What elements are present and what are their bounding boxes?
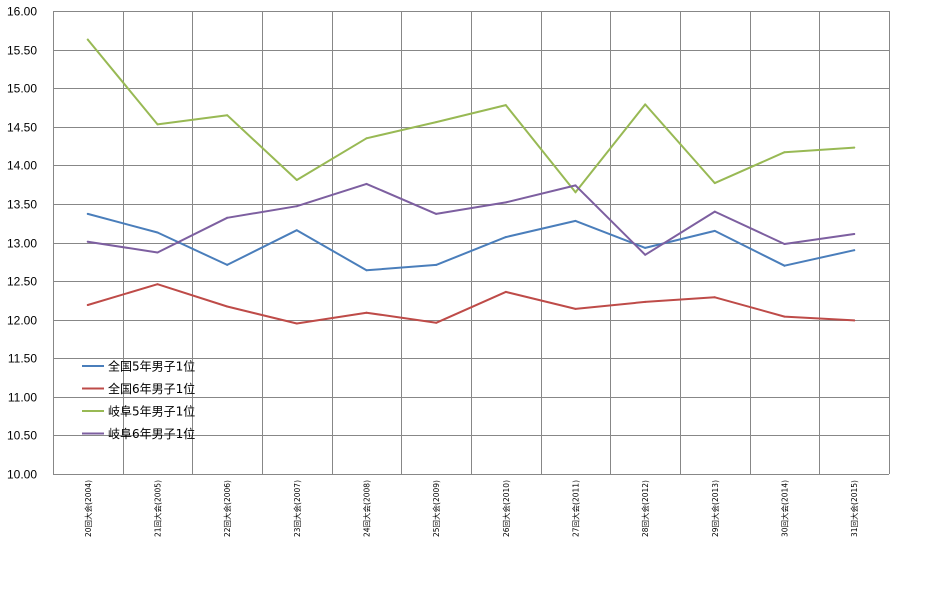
series-line-1 — [86, 212, 856, 272]
data-point — [504, 236, 507, 239]
legend-label: 全国6年男子1位 — [108, 381, 195, 396]
data-point — [713, 182, 716, 185]
series-line-2 — [86, 283, 856, 325]
data-point — [156, 283, 159, 286]
data-point — [365, 182, 368, 185]
data-point — [295, 322, 298, 325]
data-point — [156, 231, 159, 234]
data-point — [853, 233, 856, 235]
x-tick-label: 30回大会(2014) — [780, 480, 790, 537]
series-lines — [86, 38, 856, 325]
y-tick-label: 12.00 — [7, 314, 37, 328]
data-point — [295, 229, 298, 232]
x-tick-label: 24回大会(2008) — [362, 480, 372, 537]
y-tick-label: 11.00 — [8, 391, 37, 405]
data-point — [644, 103, 647, 106]
x-tick-label: 26回大会(2010) — [501, 480, 511, 537]
data-point — [226, 216, 229, 219]
y-axis-ticks: 10.00 10.50 11.00 11.50 12.00 12.50 13.00 13.50… — [7, 5, 37, 482]
y-tick-label: 12.50 — [7, 275, 37, 289]
data-point — [644, 253, 647, 256]
data-point — [365, 311, 368, 314]
grid — [53, 11, 890, 475]
data-point — [365, 137, 368, 140]
data-point — [504, 104, 507, 107]
y-tick-label: 16.00 — [7, 5, 37, 19]
data-point — [644, 300, 647, 303]
data-point — [226, 305, 229, 308]
data-point — [644, 246, 647, 249]
data-point — [853, 146, 856, 149]
data-point — [156, 251, 159, 254]
data-point — [86, 304, 89, 306]
y-tick-label: 13.50 — [7, 198, 37, 212]
data-point — [713, 229, 716, 232]
y-tick-label: 15.50 — [7, 44, 37, 58]
data-point — [86, 212, 89, 215]
data-point — [156, 123, 159, 126]
x-tick-label: 31回大会(2015) — [849, 480, 859, 537]
legend-label: 岐阜5年男子1位 — [108, 404, 195, 419]
data-point — [853, 319, 856, 322]
data-point — [86, 240, 89, 243]
data-point — [365, 269, 368, 272]
data-point — [295, 179, 298, 181]
data-point — [435, 212, 438, 215]
legend-label: 全国5年男子1位 — [108, 359, 195, 374]
series-line-4 — [86, 182, 856, 256]
series-line-3 — [86, 38, 856, 194]
x-tick-label: 21回大会(2005) — [153, 480, 163, 537]
x-tick-label: 25回大会(2009) — [431, 480, 441, 537]
data-point — [504, 290, 507, 293]
data-point — [295, 205, 298, 208]
x-tick-label: 20回大会(2004) — [83, 480, 93, 537]
data-point — [783, 264, 786, 267]
x-tick-label: 23回大会(2007) — [292, 480, 302, 537]
data-point — [783, 315, 786, 318]
data-point — [574, 219, 577, 222]
data-point — [713, 210, 716, 213]
data-point — [86, 38, 89, 41]
data-point — [226, 263, 229, 266]
x-tick-label: 29回大会(2013) — [710, 480, 720, 537]
legend-label: 岐阜6年男子1位 — [108, 426, 195, 441]
x-tick-label: 28回大会(2012) — [640, 480, 650, 537]
y-tick-label: 15.00 — [7, 82, 37, 96]
data-point — [574, 307, 577, 310]
data-point — [574, 184, 577, 187]
y-tick-label: 10.00 — [7, 468, 37, 482]
data-point — [435, 263, 438, 266]
x-tick-label: 27回大会(2011) — [571, 480, 581, 537]
y-tick-label: 13.00 — [7, 237, 37, 251]
data-point — [574, 191, 577, 194]
data-point — [713, 296, 716, 299]
y-tick-label: 10.50 — [7, 429, 37, 443]
y-tick-label: 14.00 — [7, 159, 37, 173]
data-point — [435, 121, 438, 124]
x-tick-label: 22回大会(2006) — [222, 480, 232, 537]
data-point — [853, 249, 856, 252]
data-point — [504, 201, 507, 204]
data-point — [783, 151, 786, 154]
y-tick-label: 14.50 — [7, 121, 37, 135]
data-point — [226, 114, 229, 117]
x-axis-ticks: 20回大会(2004) 21回大会(2005) 22回大会(2006) 23回大会(2… — [83, 480, 859, 537]
data-point — [435, 321, 438, 324]
data-point — [783, 243, 786, 245]
y-tick-label: 11.50 — [8, 352, 37, 366]
